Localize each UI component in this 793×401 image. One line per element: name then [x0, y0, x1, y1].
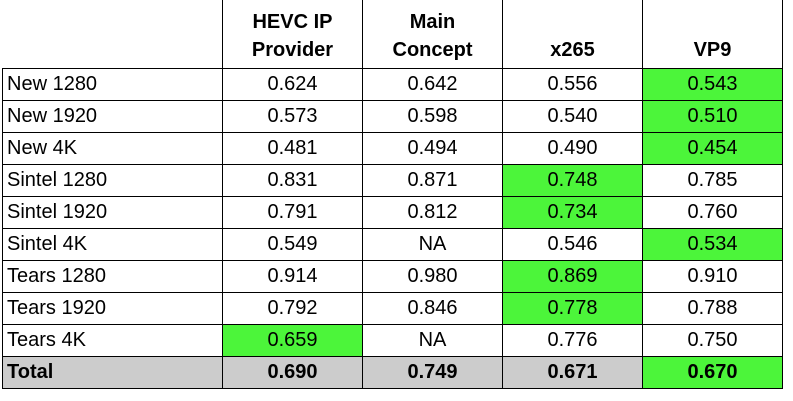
header-line: Provider	[251, 39, 334, 61]
data-row: New 4K 0.481 0.494 0.490 0.454	[2, 132, 783, 165]
row-label: Tears 1280	[2, 260, 223, 293]
value-cell: 0.812	[362, 196, 503, 229]
value-cell: 0.690	[222, 356, 363, 389]
data-row: New 1920 0.573 0.598 0.540 0.510	[2, 100, 783, 133]
header-line: Concept	[392, 39, 473, 61]
data-row: New 1280 0.624 0.642 0.556 0.543	[2, 68, 783, 101]
value-cell: 0.454	[642, 132, 783, 165]
row-label: Sintel 4K	[2, 228, 223, 261]
value-cell: 0.540	[502, 100, 643, 133]
value-cell: 0.846	[362, 292, 503, 325]
value-cell: 0.494	[362, 132, 503, 165]
row-label: New 1280	[2, 68, 223, 101]
value-cell: 0.642	[362, 68, 503, 101]
value-cell: 0.490	[502, 132, 643, 165]
value-cell: 0.776	[502, 324, 643, 357]
row-label: Total	[2, 356, 223, 389]
data-row: Tears 1280 0.914 0.980 0.869 0.910	[2, 260, 783, 293]
value-cell: 0.788	[642, 292, 783, 325]
value-cell: 0.750	[642, 324, 783, 357]
header-row: HEVC IP Provider Main Concept x265 VP9	[2, 0, 783, 69]
corner-cell	[2, 0, 223, 69]
data-row: Tears 4K 0.659 NA 0.776 0.750	[2, 324, 783, 357]
value-cell: 0.670	[642, 356, 783, 389]
value-cell: 0.778	[502, 292, 643, 325]
row-label: Tears 1920	[2, 292, 223, 325]
total-row: Total 0.690 0.749 0.671 0.670	[2, 356, 783, 389]
column-header: x265	[502, 0, 643, 69]
data-row: Tears 1920 0.792 0.846 0.778 0.788	[2, 292, 783, 325]
value-cell: NA	[362, 324, 503, 357]
row-label: New 4K	[2, 132, 223, 165]
results-table: HEVC IP Provider Main Concept x265 VP9 New 12…	[2, 0, 783, 389]
value-cell: 0.573	[222, 100, 363, 133]
value-cell: 0.556	[502, 68, 643, 101]
value-cell: 0.659	[222, 324, 363, 357]
row-label: Sintel 1920	[2, 196, 223, 229]
value-cell: 0.869	[502, 260, 643, 293]
column-header: HEVC IP Provider	[222, 0, 363, 69]
data-row: Sintel 1280 0.831 0.871 0.748 0.785	[2, 164, 783, 197]
row-label: New 1920	[2, 100, 223, 133]
value-cell: 0.871	[362, 164, 503, 197]
value-cell: 0.546	[502, 228, 643, 261]
header-line: Main	[409, 11, 456, 33]
value-cell: 0.791	[222, 196, 363, 229]
value-cell: 0.734	[502, 196, 643, 229]
value-cell: 0.549	[222, 228, 363, 261]
value-cell: 0.598	[362, 100, 503, 133]
data-row: Sintel 1920 0.791 0.812 0.734 0.760	[2, 196, 783, 229]
value-cell: 0.510	[642, 100, 783, 133]
value-cell: 0.980	[362, 260, 503, 293]
value-cell: 0.914	[222, 260, 363, 293]
header-line: HEVC IP	[252, 11, 333, 33]
data-row: Sintel 4K 0.549 NA 0.546 0.534	[2, 228, 783, 261]
value-cell: 0.543	[642, 68, 783, 101]
value-cell: 0.831	[222, 164, 363, 197]
value-cell: 0.748	[502, 164, 643, 197]
value-cell: 0.481	[222, 132, 363, 165]
value-cell: 0.749	[362, 356, 503, 389]
value-cell: 0.624	[222, 68, 363, 101]
value-cell: 0.671	[502, 356, 643, 389]
row-label: Tears 4K	[2, 324, 223, 357]
header-line: x265	[550, 39, 595, 61]
column-header: VP9	[642, 0, 783, 69]
value-cell: 0.534	[642, 228, 783, 261]
value-cell: 0.785	[642, 164, 783, 197]
column-header: Main Concept	[362, 0, 503, 69]
header-line: VP9	[693, 39, 732, 61]
value-cell: 0.760	[642, 196, 783, 229]
value-cell: 0.910	[642, 260, 783, 293]
value-cell: NA	[362, 228, 503, 261]
value-cell: 0.792	[222, 292, 363, 325]
row-label: Sintel 1280	[2, 164, 223, 197]
